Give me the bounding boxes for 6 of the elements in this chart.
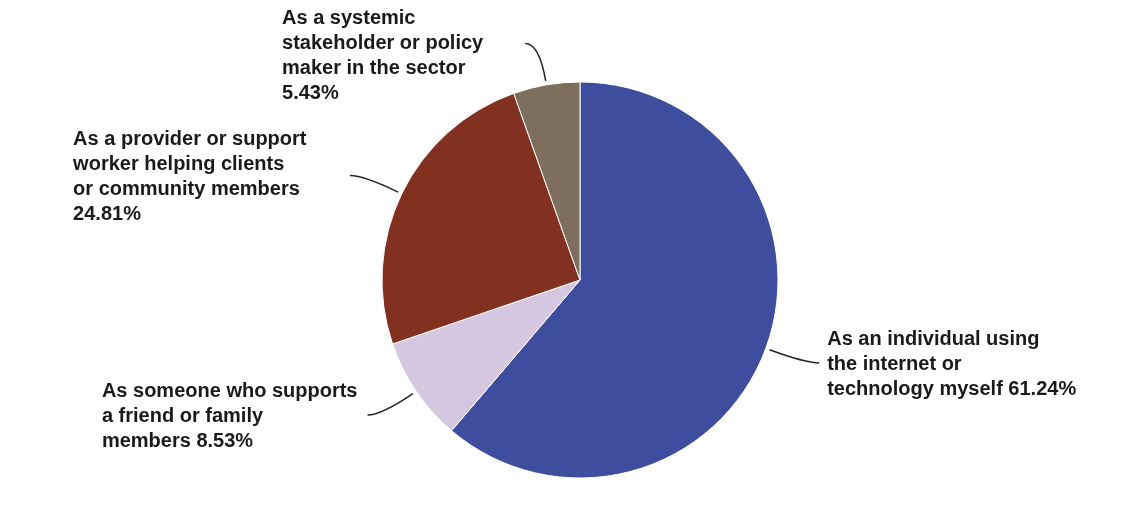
slice-label: As an individual using the internet or technology myself 61.24% [827,326,1077,399]
slice-label: As a systemic stakeholder or policy maker in the sector [282,6,485,78]
data-label: 24.81% [73,202,142,225]
slice-label: As a provider or support worker helping clients or community members [72,127,307,200]
slice-label: As someone who supports a friend or family members 8.53% [101,378,358,451]
data-label: 5.43% [282,81,339,103]
